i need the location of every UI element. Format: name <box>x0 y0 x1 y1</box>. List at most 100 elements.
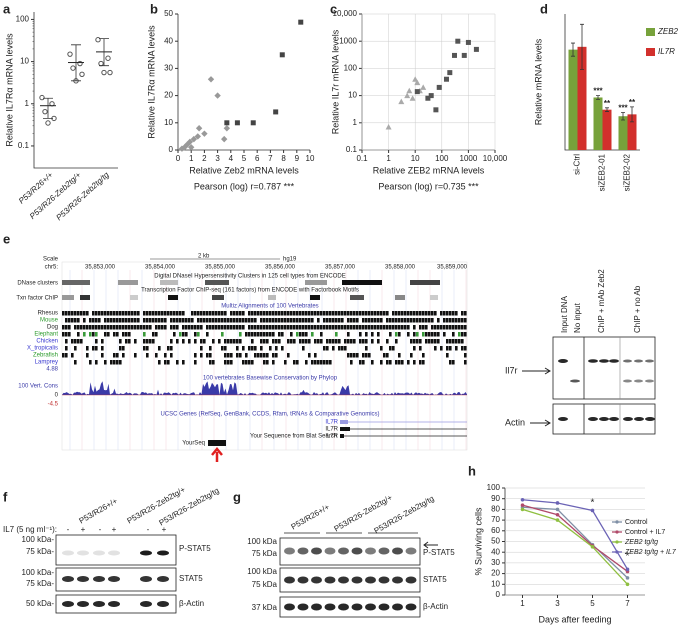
dnase-block <box>62 280 90 285</box>
alignment <box>437 325 440 330</box>
alignment <box>185 332 188 337</box>
band <box>599 359 609 363</box>
alignment <box>242 325 245 330</box>
bands <box>62 550 169 607</box>
alignment <box>281 318 284 323</box>
species: X_tropicalis <box>27 346 58 352</box>
band <box>157 550 169 556</box>
alignment <box>323 346 326 351</box>
alignment <box>236 325 239 330</box>
point <box>555 512 560 517</box>
coordinate: 35,854,000 <box>145 265 176 271</box>
alignment <box>152 339 155 344</box>
alignment <box>188 318 191 323</box>
alignment <box>149 318 152 323</box>
row-label: P-STAT5 <box>423 548 455 557</box>
alignment <box>461 332 464 337</box>
alignment <box>269 318 272 323</box>
alignment <box>128 318 131 323</box>
marker: 37 kDa <box>252 603 278 612</box>
alignment <box>245 360 248 365</box>
alignment <box>221 325 224 330</box>
alignment <box>92 325 95 330</box>
alignment <box>227 325 230 330</box>
alignment <box>311 325 314 330</box>
alignment <box>107 318 110 323</box>
alignment <box>263 353 266 358</box>
alignment <box>113 311 116 316</box>
alignment <box>278 332 281 337</box>
point <box>465 39 471 45</box>
track-label: 0 <box>55 393 59 399</box>
alignment <box>161 325 164 330</box>
band <box>77 550 89 556</box>
alignment <box>251 311 254 316</box>
alignment <box>377 311 380 316</box>
band <box>623 379 632 383</box>
alignment <box>275 318 278 323</box>
alignment <box>83 318 86 323</box>
point <box>398 98 405 105</box>
alignment <box>398 318 401 323</box>
alignment <box>308 325 311 330</box>
alignment <box>365 318 368 323</box>
alignment <box>200 325 203 330</box>
y-tick-label: 50 <box>491 537 500 546</box>
alignment <box>380 311 383 316</box>
alignment <box>308 311 311 316</box>
alignment <box>389 325 392 330</box>
point <box>406 87 413 94</box>
alignment <box>461 318 464 323</box>
alignment <box>104 325 107 330</box>
alignment <box>305 318 308 323</box>
alignment <box>86 346 89 351</box>
x-tick-label: 7 <box>268 154 273 163</box>
alignment <box>245 353 248 358</box>
alignment <box>407 332 410 337</box>
alignment <box>71 318 74 323</box>
x-axis-label: Relative ZEB2 mRNA levels <box>373 165 485 175</box>
alignment <box>272 318 275 323</box>
alignment <box>221 311 224 316</box>
alignment <box>278 325 281 330</box>
alignment <box>425 311 428 316</box>
alignment <box>290 318 293 323</box>
alignment <box>116 360 119 365</box>
alignment <box>146 346 149 351</box>
alignment <box>434 346 437 351</box>
alignment <box>149 325 152 330</box>
alignment <box>395 311 398 316</box>
alignment <box>374 318 377 323</box>
dnase-block <box>305 280 327 285</box>
alignment <box>227 353 230 358</box>
y-tick-label: 100 <box>344 64 358 73</box>
point <box>520 503 525 507</box>
alignment <box>71 353 74 358</box>
alignment <box>371 325 374 330</box>
alignment <box>230 339 233 344</box>
alignment <box>461 346 464 351</box>
alignment <box>359 325 362 330</box>
alignment <box>377 318 380 323</box>
alignment <box>122 318 125 323</box>
alignment <box>299 339 302 344</box>
alignment <box>200 339 203 344</box>
alignment <box>317 318 320 323</box>
alignment <box>443 325 446 330</box>
alignment <box>266 325 269 330</box>
alignment <box>308 339 311 344</box>
alignment <box>134 353 137 358</box>
alignment <box>272 311 275 316</box>
alignment <box>329 325 332 330</box>
alignment <box>194 325 197 330</box>
y-tick-label: 10,000 <box>333 9 358 18</box>
y-tick-label: 0 <box>496 590 501 599</box>
alignment <box>353 339 356 344</box>
band <box>623 359 632 363</box>
alignment <box>314 339 317 344</box>
alignment <box>293 325 296 330</box>
point <box>105 55 111 61</box>
alignment <box>455 339 458 344</box>
alignment <box>149 311 152 316</box>
alignment <box>365 311 368 316</box>
